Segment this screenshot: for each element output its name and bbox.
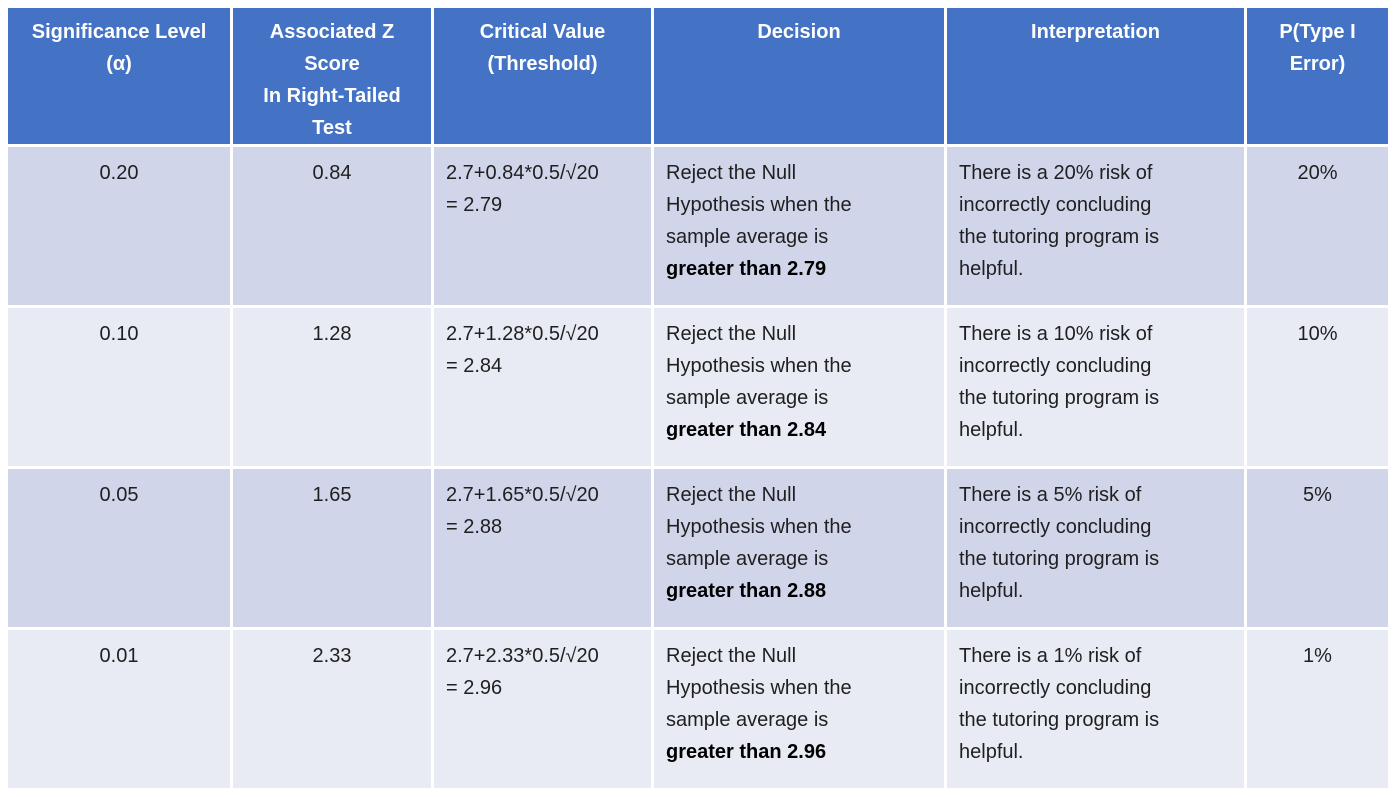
cell-interpretation: There is a 10% risk of incorrectly concl…	[947, 308, 1244, 466]
cell-interpretation: There is a 5% risk of incorrectly conclu…	[947, 469, 1244, 627]
table-row: 0.10 1.28 2.7+1.28*0.5/√20 = 2.84 Reject…	[8, 308, 1388, 466]
p-error-value: 5%	[1303, 484, 1332, 506]
header-row: Significance Level (α) Associated Z Scor…	[8, 8, 1388, 144]
critical-value-text: 2.7+1.28*0.5/√20 = 2.84	[446, 323, 599, 377]
decision-threshold-bold: greater than 2.96	[666, 741, 827, 763]
cell-alpha: 0.10	[8, 308, 230, 466]
decision-threshold-bold: greater than 2.84	[666, 419, 827, 441]
decision-text: Reject the Null Hypothesis when the samp…	[666, 323, 852, 409]
cell-alpha: 0.20	[8, 147, 230, 305]
critical-value-text: 2.7+2.33*0.5/√20 = 2.96	[446, 645, 599, 699]
header-decision-label: Decision	[757, 21, 841, 43]
table-row: 0.05 1.65 2.7+1.65*0.5/√20 = 2.88 Reject…	[8, 469, 1388, 627]
p-error-value: 10%	[1297, 323, 1338, 345]
interpretation-text: There is a 20% risk of incorrectly concl…	[959, 162, 1160, 280]
critical-value-text: 2.7+0.84*0.5/√20 = 2.79	[446, 162, 599, 216]
cell-critical-value: 2.7+2.33*0.5/√20 = 2.96	[434, 630, 651, 788]
header-critical-value: Critical Value (Threshold)	[434, 8, 651, 144]
z-score-value: 1.65	[312, 484, 352, 506]
cell-z-score: 1.28	[233, 308, 431, 466]
header-z-score: Associated Z Score In Right-Tailed Test	[233, 8, 431, 144]
cell-z-score: 0.84	[233, 147, 431, 305]
decision-text: Reject the Null Hypothesis when the samp…	[666, 162, 852, 248]
cell-decision: Reject the Null Hypothesis when the samp…	[654, 308, 944, 466]
interpretation-text: There is a 1% risk of incorrectly conclu…	[959, 645, 1160, 763]
header-z-score-label: Associated Z Score In Right-Tailed Test	[263, 21, 401, 139]
cell-critical-value: 2.7+0.84*0.5/√20 = 2.79	[434, 147, 651, 305]
cell-p-error: 1%	[1247, 630, 1388, 788]
table-row: 0.01 2.33 2.7+2.33*0.5/√20 = 2.96 Reject…	[8, 630, 1388, 788]
cell-critical-value: 2.7+1.28*0.5/√20 = 2.84	[434, 308, 651, 466]
cell-interpretation: There is a 20% risk of incorrectly concl…	[947, 147, 1244, 305]
cell-z-score: 2.33	[233, 630, 431, 788]
alpha-value: 0.05	[99, 484, 139, 506]
cell-decision: Reject the Null Hypothesis when the samp…	[654, 469, 944, 627]
cell-p-error: 5%	[1247, 469, 1388, 627]
header-interpretation-label: Interpretation	[1031, 21, 1160, 43]
cell-z-score: 1.65	[233, 469, 431, 627]
header-significance-level-label: Significance Level (α)	[31, 21, 207, 75]
interpretation-text: There is a 5% risk of incorrectly conclu…	[959, 484, 1160, 602]
critical-value-text: 2.7+1.65*0.5/√20 = 2.88	[446, 484, 599, 538]
header-decision: Decision	[654, 8, 944, 144]
header-p-type-i-error-label: P(Type I Error)	[1279, 21, 1356, 75]
z-score-value: 2.33	[312, 645, 352, 667]
alpha-value: 0.10	[99, 323, 139, 345]
cell-interpretation: There is a 1% risk of incorrectly conclu…	[947, 630, 1244, 788]
decision-threshold-bold: greater than 2.88	[666, 580, 827, 602]
significance-table: Significance Level (α) Associated Z Scor…	[5, 5, 1391, 791]
decision-text: Reject the Null Hypothesis when the samp…	[666, 645, 852, 731]
p-error-value: 1%	[1303, 645, 1332, 667]
table-header: Significance Level (α) Associated Z Scor…	[8, 8, 1388, 144]
z-score-value: 1.28	[312, 323, 352, 345]
header-critical-value-label: Critical Value (Threshold)	[479, 21, 606, 75]
decision-threshold-bold: greater than 2.79	[666, 258, 827, 280]
cell-critical-value: 2.7+1.65*0.5/√20 = 2.88	[434, 469, 651, 627]
z-score-value: 0.84	[312, 162, 352, 184]
header-interpretation: Interpretation	[947, 8, 1244, 144]
interpretation-text: There is a 10% risk of incorrectly concl…	[959, 323, 1160, 441]
decision-text: Reject the Null Hypothesis when the samp…	[666, 484, 852, 570]
alpha-value: 0.01	[99, 645, 139, 667]
cell-p-error: 10%	[1247, 308, 1388, 466]
header-p-type-i-error: P(Type I Error)	[1247, 8, 1388, 144]
cell-alpha: 0.05	[8, 469, 230, 627]
cell-p-error: 20%	[1247, 147, 1388, 305]
header-significance-level: Significance Level (α)	[8, 8, 230, 144]
table-row: 0.20 0.84 2.7+0.84*0.5/√20 = 2.79 Reject…	[8, 147, 1388, 305]
alpha-value: 0.20	[99, 162, 139, 184]
cell-alpha: 0.01	[8, 630, 230, 788]
cell-decision: Reject the Null Hypothesis when the samp…	[654, 147, 944, 305]
p-error-value: 20%	[1297, 162, 1338, 184]
cell-decision: Reject the Null Hypothesis when the samp…	[654, 630, 944, 788]
table-body: 0.20 0.84 2.7+0.84*0.5/√20 = 2.79 Reject…	[8, 147, 1388, 788]
